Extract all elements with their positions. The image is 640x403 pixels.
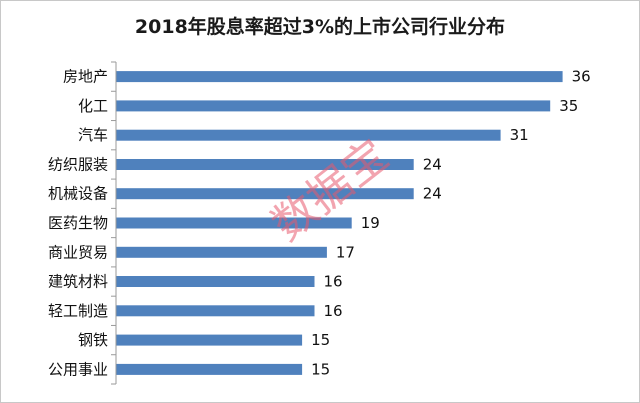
value-label: 16 bbox=[324, 302, 343, 320]
bar bbox=[116, 246, 327, 258]
value-label: 24 bbox=[423, 185, 442, 203]
value-label: 15 bbox=[311, 360, 330, 378]
bar bbox=[116, 188, 414, 200]
bar bbox=[116, 334, 303, 346]
bar bbox=[116, 159, 414, 170]
value-labels: 36 35 31 24 24 19 17 16 16 15 15 bbox=[311, 68, 591, 379]
category-label: 建筑材料 bbox=[48, 273, 108, 291]
bar bbox=[116, 363, 303, 375]
chart-title: 2018年股息率超过3%的上市公司行业分布 bbox=[135, 15, 505, 38]
bar bbox=[116, 217, 352, 229]
value-label: 24 bbox=[423, 156, 442, 174]
category-label: 化工 bbox=[78, 97, 108, 115]
bar bbox=[116, 276, 315, 287]
value-label: 19 bbox=[361, 214, 380, 232]
category-label: 医药生物 bbox=[48, 214, 108, 232]
category-label: 房地产 bbox=[63, 68, 108, 86]
category-label: 钢铁 bbox=[78, 331, 108, 349]
category-label: 轻工制造 bbox=[48, 302, 108, 320]
bar bbox=[116, 71, 563, 83]
category-label: 汽车 bbox=[78, 126, 108, 144]
value-label: 16 bbox=[324, 273, 343, 291]
value-label: 35 bbox=[559, 97, 578, 115]
value-label: 31 bbox=[510, 126, 529, 144]
y-axis-ticks bbox=[111, 61, 116, 385]
value-label: 36 bbox=[572, 68, 591, 86]
category-label: 商业贸易 bbox=[48, 243, 108, 261]
category-label: 纺织服装 bbox=[48, 156, 108, 174]
value-label: 15 bbox=[311, 331, 330, 349]
bar bbox=[116, 129, 501, 141]
category-label: 公用事业 bbox=[48, 360, 108, 378]
bars-layer bbox=[116, 71, 563, 375]
value-label: 17 bbox=[336, 243, 355, 261]
category-label: 机械设备 bbox=[48, 185, 108, 203]
bar bbox=[116, 100, 551, 112]
bar bbox=[116, 305, 315, 317]
